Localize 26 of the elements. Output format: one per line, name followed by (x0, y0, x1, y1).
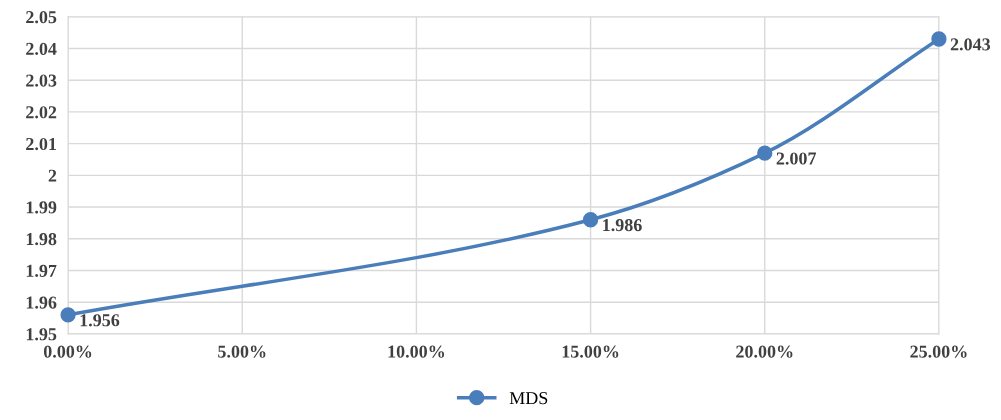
y-tick-label: 1.97 (26, 264, 57, 277)
y-tick-label: 2.04 (26, 42, 57, 56)
y-tick-label: 1.95 (26, 328, 57, 341)
data-label: 1.986 (603, 219, 642, 232)
y-tick-label: 2.03 (26, 74, 57, 87)
x-tick-label: 20.00% (736, 345, 793, 358)
point (757, 145, 773, 161)
point (582, 212, 599, 228)
y-tick-label: 1.96 (26, 296, 57, 309)
y-tick-label: 1.98 (26, 233, 57, 246)
y-tick-label: 2 (48, 169, 57, 182)
x-tick-label: 5.00% (218, 345, 266, 358)
data-label: 2.043 (950, 38, 991, 51)
y-tick-label: 1.99 (26, 201, 57, 214)
x-tick-label: 25.00% (910, 345, 967, 358)
point (60, 307, 76, 323)
x-tick-label: 0.00% (43, 345, 92, 358)
y-tick-label: 2.02 (26, 106, 57, 119)
y-tick-label: 2.01 (26, 137, 57, 151)
y-tick-label: 2.05 (26, 11, 57, 24)
x-tick-label: 10.00% (388, 345, 445, 358)
legend-label: MDS (509, 392, 548, 405)
x-tick-label: 15.00% (562, 345, 619, 358)
point (931, 31, 947, 47)
data-label: 1.956 (80, 314, 120, 327)
data-label: 2.007 (776, 152, 817, 165)
